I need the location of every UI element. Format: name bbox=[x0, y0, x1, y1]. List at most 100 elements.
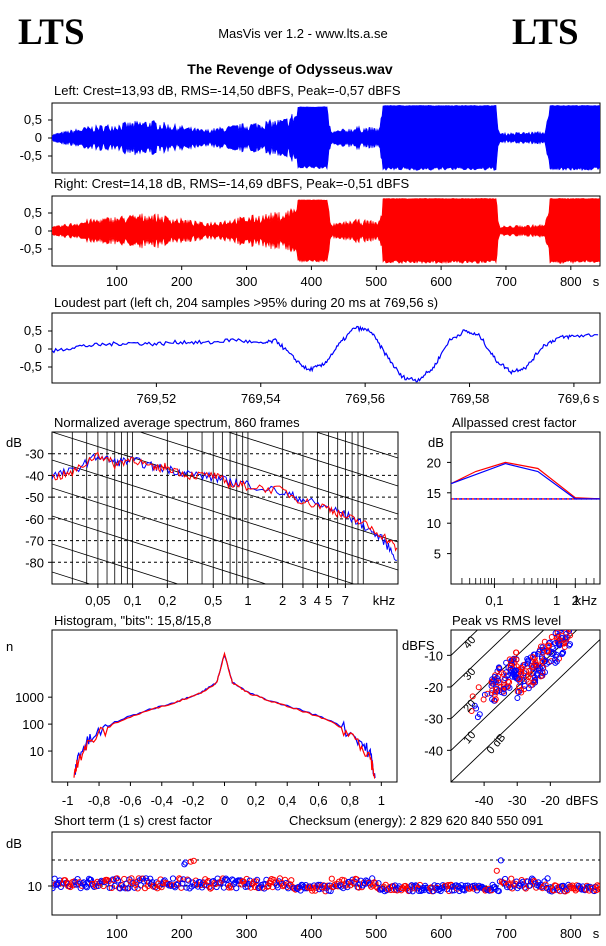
peak-rms-point bbox=[526, 667, 533, 674]
short-term-point bbox=[122, 885, 129, 892]
allpassed-series-red bbox=[451, 461, 600, 500]
spectrum-xtick-label: 0,05 bbox=[85, 593, 110, 608]
peak-rms-point bbox=[552, 640, 559, 646]
short-term-point bbox=[187, 858, 194, 865]
spectrum-xunit: kHz bbox=[373, 593, 395, 608]
spectrum-xtick-label: 2 bbox=[279, 593, 286, 608]
peak-rms-crest-labels: 40 30 20 10 0 dB bbox=[461, 634, 508, 756]
short-term-point bbox=[541, 878, 548, 885]
histogram-x-axis: -1 -0,8 -0,6 -0,4 -0,2 0 0,2 0,4 0,6 0,8 1 bbox=[62, 782, 385, 808]
peak-rms-point bbox=[492, 696, 499, 703]
short-term-point bbox=[114, 877, 122, 884]
short-term-xtick-label: 700 bbox=[495, 926, 517, 941]
spectrum-slope-line bbox=[52, 656, 398, 766]
short-term-point bbox=[437, 887, 444, 895]
peak-rms-point bbox=[553, 651, 560, 658]
short-term-xtick-label: 800 bbox=[560, 926, 582, 941]
peak-rms-point bbox=[517, 670, 524, 677]
peak-rms-point bbox=[489, 696, 496, 703]
peak-rms-point bbox=[495, 677, 502, 684]
short-term-point bbox=[188, 883, 195, 890]
short-term-point bbox=[169, 875, 177, 882]
short-term-point bbox=[555, 883, 563, 891]
histogram-xtick-label: 0,6 bbox=[310, 793, 328, 808]
histogram-ytick-label: 10 bbox=[30, 744, 44, 759]
peak-rms-title: Peak vs RMS level bbox=[452, 613, 561, 628]
peak-rms-x-axis: -40 -30 -20 bbox=[475, 782, 560, 808]
peak-rms-point bbox=[536, 648, 543, 655]
waveform-xtick-label: 600 bbox=[430, 274, 452, 289]
allpassed-xtick-label: 2 bbox=[572, 593, 579, 608]
waveform-xtick-label: 300 bbox=[236, 274, 258, 289]
peak-rms-point bbox=[513, 649, 520, 656]
short-term-point bbox=[100, 882, 107, 890]
peak-rms-point bbox=[544, 648, 551, 655]
allpassed-grid bbox=[461, 578, 595, 584]
short-term-point bbox=[190, 857, 197, 864]
short-term-point bbox=[282, 876, 289, 884]
peak-rms-ytick-label: -30 bbox=[424, 712, 443, 727]
short-term-point bbox=[578, 886, 585, 893]
right-ytick-zero: 0 bbox=[35, 223, 42, 238]
histogram-xtick-label: 0,8 bbox=[341, 793, 359, 808]
spectrum-xtick-label: 7 bbox=[342, 593, 349, 608]
peak-rms-point bbox=[516, 676, 523, 683]
short-term-xtick-label: 200 bbox=[171, 926, 193, 941]
peak-rms-xtick-label: -20 bbox=[541, 793, 560, 808]
waveform-time-axis: 100 200 300 400 500 600 700 800 bbox=[106, 266, 582, 289]
spectrum-slope-line bbox=[52, 684, 398, 794]
peak-rms-point bbox=[517, 679, 524, 686]
left-yticks bbox=[48, 119, 52, 157]
right-yticks bbox=[48, 212, 52, 250]
allpassed-ytick-label: 20 bbox=[427, 455, 441, 470]
short-term-points bbox=[52, 857, 600, 895]
spectrum-slope-line bbox=[226, 432, 398, 487]
waveform-xtick-label: 200 bbox=[171, 274, 193, 289]
loudest-ytick-neg: -0,5 bbox=[20, 359, 42, 374]
histogram-title: Histogram, "bits": 15,8/15,8 bbox=[54, 613, 211, 628]
short-term-point bbox=[502, 875, 509, 883]
peak-rms-point bbox=[553, 658, 560, 665]
spectrum-xtick-label: 0,1 bbox=[124, 593, 142, 608]
peak-rms-point bbox=[523, 668, 530, 675]
allpassed-ytick-label: 10 bbox=[427, 516, 441, 531]
logo-left: LTS bbox=[18, 12, 85, 53]
peak-rms-point bbox=[532, 679, 539, 686]
spectrum-slope-line bbox=[52, 515, 268, 584]
histogram-xtick-label: 0,2 bbox=[247, 793, 265, 808]
histogram-xtick-label: -0,8 bbox=[88, 793, 110, 808]
short-term-xtick-label: 300 bbox=[236, 926, 258, 941]
peak-rms-point bbox=[562, 634, 569, 641]
allpassed-series-blue bbox=[451, 462, 600, 500]
short-term-point bbox=[288, 877, 295, 884]
peak-rms-point bbox=[556, 637, 563, 644]
waveform-xtick-label: 500 bbox=[365, 274, 387, 289]
peak-rms-point bbox=[480, 696, 487, 703]
peak-rms-point bbox=[524, 660, 531, 667]
histogram-ytick-label: 1000 bbox=[15, 690, 44, 705]
allpassed-xtick-label: 0,1 bbox=[485, 593, 503, 608]
spectrum-y-axis: -30 -40 -50 -60 -70 -80 bbox=[25, 447, 52, 570]
short-term-point bbox=[52, 875, 58, 882]
short-term-point bbox=[495, 888, 502, 895]
peak-rms-point bbox=[559, 630, 565, 632]
left-ytick-zero: 0 bbox=[35, 130, 42, 145]
short-term-point bbox=[521, 884, 528, 891]
short-term-point bbox=[221, 876, 228, 883]
left-channel-title: Left: Crest=13,93 dB, RMS=-14,50 dBFS, P… bbox=[54, 83, 401, 98]
peak-rms-point bbox=[527, 654, 534, 661]
peak-rms-point bbox=[495, 664, 502, 671]
histogram-xtick-label: 1 bbox=[378, 793, 385, 808]
short-term-point bbox=[542, 881, 549, 888]
peak-rms-point bbox=[539, 655, 545, 662]
short-term-ylabel: dB bbox=[6, 836, 22, 851]
short-term-point bbox=[328, 875, 335, 882]
peak-rms-point bbox=[525, 673, 532, 680]
short-term-point bbox=[191, 881, 198, 889]
spectrum-slope-line bbox=[138, 432, 398, 515]
peak-rms-point bbox=[545, 659, 552, 666]
short-term-point bbox=[184, 876, 191, 883]
spectrum-slope-line bbox=[314, 432, 398, 459]
peak-rms-point bbox=[492, 689, 499, 696]
